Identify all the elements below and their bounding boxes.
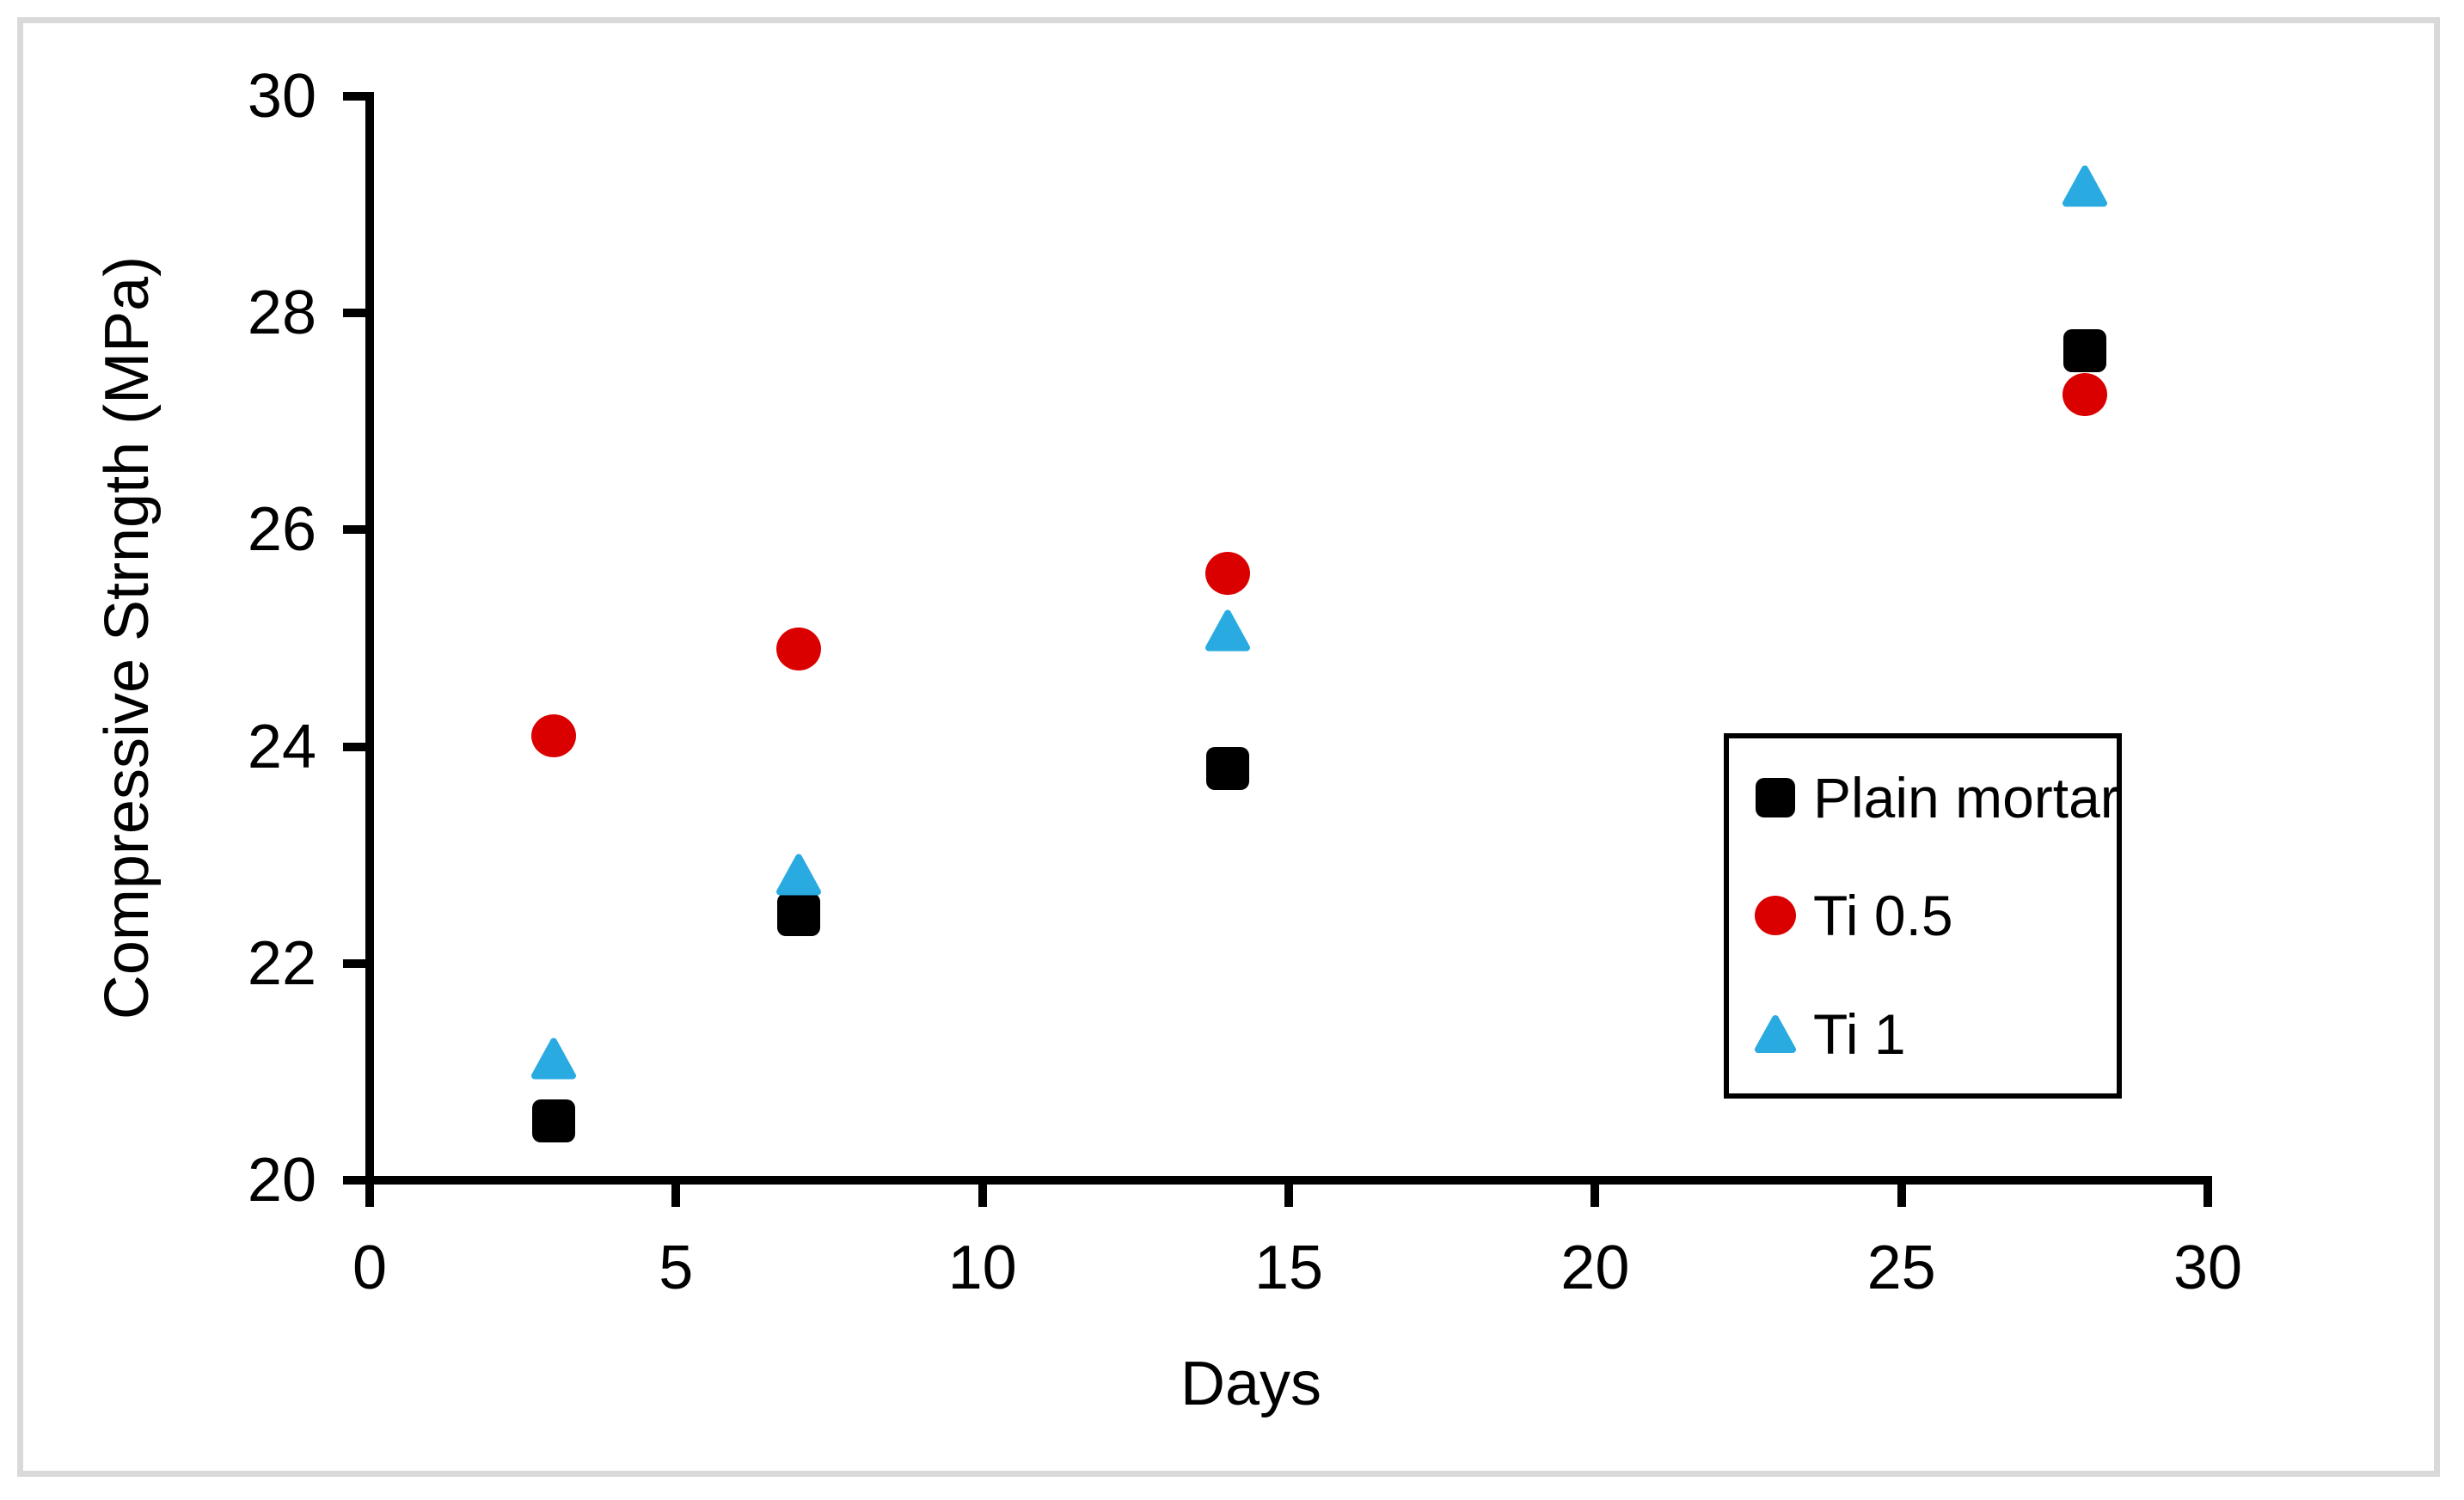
x-tick-label: 30	[2173, 1234, 2243, 1302]
y-axis-title: Compressive Strngth (MPa)	[93, 255, 162, 1020]
legend-item-plain-mortar: Plain mortar	[1751, 765, 2119, 830]
circle-marker-icon	[530, 713, 576, 757]
y-tick-label: 28	[247, 279, 316, 348]
x-tick	[365, 1185, 374, 1207]
square-marker-icon	[1205, 746, 1249, 790]
y-tick-label: 20	[247, 1146, 316, 1215]
circle-marker-icon	[2063, 372, 2108, 416]
x-axis-line	[365, 1176, 2212, 1185]
x-axis-title: Days	[1180, 1350, 1322, 1418]
square-marker-icon	[2063, 329, 2107, 373]
data-point	[2062, 165, 2108, 212]
x-tick	[2204, 1185, 2212, 1207]
data-point	[775, 628, 821, 671]
legend-item-ti-05: Ti 0.5	[1751, 885, 2117, 946]
circle-marker-icon	[1755, 896, 1796, 936]
y-tick	[343, 92, 365, 101]
circle-marker-icon	[775, 628, 821, 671]
triangle-marker-icon	[1755, 1015, 1796, 1054]
data-point	[775, 853, 822, 900]
triangle-marker-icon	[530, 1038, 576, 1080]
legend-label: Ti 0.5	[1813, 884, 1953, 948]
x-tick-label: 0	[352, 1234, 388, 1302]
legend-label: Plain mortar	[1813, 765, 2119, 830]
y-tick-label: 30	[247, 62, 316, 131]
square-marker-icon	[531, 1099, 575, 1142]
data-point	[530, 1038, 577, 1085]
data-point	[531, 1099, 575, 1142]
x-tick-label: 25	[1866, 1234, 1936, 1302]
triangle-marker-icon	[2063, 165, 2108, 207]
circle-marker-icon	[1751, 891, 1799, 940]
data-point	[1204, 551, 1250, 595]
square-marker-icon	[1756, 777, 1795, 817]
square-marker-icon	[1751, 774, 1799, 822]
x-tick	[1284, 1185, 1293, 1207]
data-point	[2063, 329, 2107, 373]
legend: Plain mortar Ti 0.5 Ti 1	[1724, 733, 2122, 1099]
y-tick	[343, 958, 365, 968]
y-tick	[343, 525, 365, 535]
y-tick	[343, 309, 365, 318]
y-axis-line	[365, 92, 374, 1185]
x-tick-label: 15	[1253, 1234, 1324, 1302]
data-point	[776, 893, 820, 937]
x-tick-label: 5	[659, 1234, 694, 1302]
y-tick	[343, 1176, 365, 1185]
x-tick	[1591, 1185, 1600, 1207]
data-point	[530, 713, 576, 757]
y-tick-label: 22	[247, 928, 316, 998]
x-tick	[1897, 1185, 1906, 1207]
x-tick	[978, 1185, 987, 1207]
y-tick	[343, 742, 365, 751]
legend-item-ti-1: Ti 1	[1751, 1004, 2117, 1064]
triangle-marker-icon	[1751, 1010, 1799, 1058]
chart-figure: 20 22 24 26 28 30 0 5 10 15 20 25 30 Compressive Str…	[17, 17, 2440, 1477]
x-tick-label: 20	[1560, 1234, 1630, 1302]
data-point	[1204, 609, 1251, 657]
triangle-marker-icon	[1204, 609, 1250, 652]
triangle-marker-icon	[775, 854, 821, 896]
legend-label: Ti 1	[1813, 1002, 1906, 1067]
square-marker-icon	[776, 893, 820, 937]
x-tick	[671, 1185, 681, 1207]
data-point	[1205, 746, 1249, 790]
y-tick-label: 24	[247, 712, 316, 781]
circle-marker-icon	[1204, 551, 1250, 595]
y-tick-label: 26	[247, 495, 316, 565]
x-tick-label: 10	[947, 1234, 1017, 1302]
data-point	[2063, 372, 2108, 416]
